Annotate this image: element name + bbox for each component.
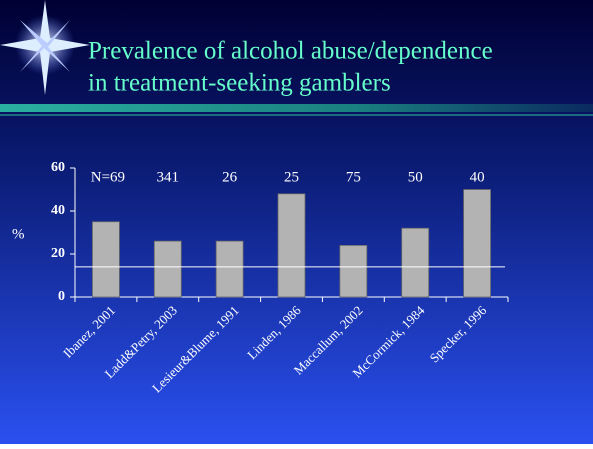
y-tick-label: 20	[51, 246, 65, 261]
star-logo	[0, 0, 90, 95]
bar	[153, 240, 182, 298]
bar	[92, 221, 120, 298]
bar	[401, 227, 430, 298]
n-label: N=69	[91, 169, 125, 185]
n-label: 341	[157, 169, 180, 185]
bar	[463, 189, 491, 298]
n-label: 25	[284, 169, 299, 185]
title-line: Prevalence of alcohol abuse/dependence	[88, 38, 493, 65]
bar	[277, 193, 306, 298]
y-tick-label: 40	[51, 203, 65, 218]
title-rule	[0, 104, 593, 112]
n-label: 75	[346, 169, 361, 185]
y-tick-label: 60	[51, 160, 65, 175]
bar	[215, 240, 244, 298]
bar	[339, 244, 368, 298]
n-label: 40	[470, 169, 485, 185]
title-rule-thin	[0, 114, 593, 116]
title-line: in treatment-seeking gamblers	[88, 70, 391, 97]
n-label: 50	[408, 169, 423, 185]
y-tick-label: 0	[58, 289, 65, 304]
y-axis-label: %	[12, 226, 25, 242]
n-label: 26	[222, 169, 238, 185]
